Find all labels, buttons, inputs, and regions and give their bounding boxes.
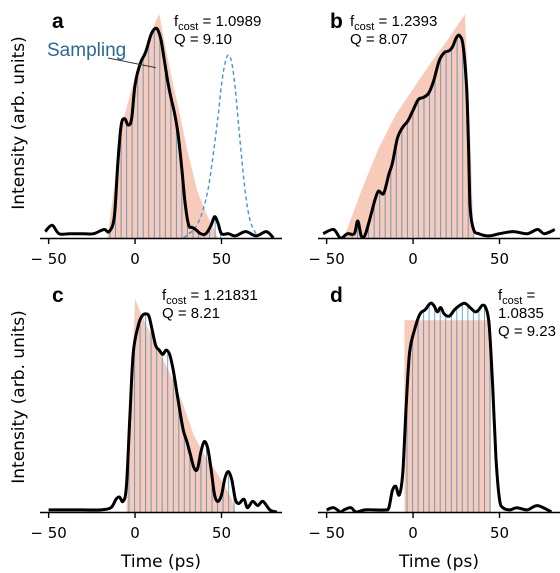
pulse-curve xyxy=(48,312,278,512)
x-tick-label: − 50 xyxy=(308,250,344,268)
x-tick-label: 50 xyxy=(490,250,509,268)
x-tick-label: 50 xyxy=(212,250,231,268)
x-tick-label: − 50 xyxy=(30,524,66,542)
sampling-pointer xyxy=(107,57,156,69)
plot-area-c xyxy=(48,299,278,512)
y-axis-label-top: Intensity (arb. units) xyxy=(9,36,29,209)
pulse-curve xyxy=(326,301,553,512)
q-factor-label: Q = 9.23 xyxy=(498,323,556,340)
x-tick-label: 0 xyxy=(130,524,140,542)
panel-letter: d xyxy=(330,284,343,307)
f-cost-label: fcost = xyxy=(498,287,536,307)
q-factor-label: Q = 8.21 xyxy=(162,305,220,322)
x-tick-label: 50 xyxy=(212,524,231,542)
x-axis-label-right: Time (ps) xyxy=(398,552,479,572)
sampling-label: Sampling xyxy=(47,40,126,61)
x-tick-label: − 50 xyxy=(30,250,66,268)
panel-letter: b xyxy=(330,10,343,33)
target-shape-area xyxy=(126,299,236,512)
plot-area-b xyxy=(322,14,556,238)
pulse-curve xyxy=(44,26,275,238)
target-shape-area xyxy=(343,14,474,238)
f-cost-value: 1.0835 xyxy=(498,305,544,322)
q-factor-label: Q = 8.07 xyxy=(350,31,408,48)
x-tick-label: 0 xyxy=(408,250,418,268)
panel-letter: a xyxy=(52,10,64,33)
f-cost-label: fcost = 1.21831 xyxy=(162,287,258,307)
f-cost-label: fcost = 1.0989 xyxy=(174,13,261,33)
panel-letter: c xyxy=(52,284,64,307)
x-tick-label: 50 xyxy=(490,524,509,542)
f-cost-label: fcost = 1.2393 xyxy=(350,13,437,33)
plot-area-d xyxy=(326,301,553,512)
y-axis-label-bottom: Intensity (arb. units) xyxy=(9,310,29,483)
target-shape-area xyxy=(107,14,218,238)
plot-area-a xyxy=(44,14,275,238)
x-tick-label: − 50 xyxy=(308,524,344,542)
x-tick-label: 0 xyxy=(408,524,418,542)
target-shape-area xyxy=(404,320,491,512)
pulse-curve xyxy=(322,33,556,238)
x-tick-label: 0 xyxy=(130,250,140,268)
q-factor-label: Q = 9.10 xyxy=(174,31,232,48)
x-axis-label-left: Time (ps) xyxy=(120,552,201,572)
sampling-curve xyxy=(183,54,257,238)
